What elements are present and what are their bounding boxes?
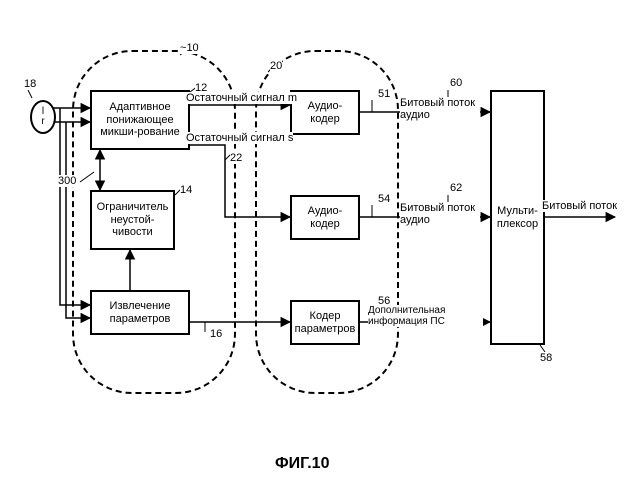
label-feedback-id: 300 — [58, 175, 76, 187]
block-audio-coder2-text: Аудио-кодер — [294, 205, 356, 230]
input-node: l r — [30, 100, 56, 134]
input-id: 18 — [24, 78, 36, 90]
block-param-coder: Кодер параметров — [290, 300, 360, 345]
block-param-extract: Извлечение параметров — [90, 290, 190, 335]
block-param-coder-text: Кодер параметров — [294, 310, 356, 335]
figure-caption: ФИГ.10 — [275, 455, 329, 473]
block-multiplexer-id: 58 — [540, 352, 552, 364]
group-right-id: 20 — [270, 60, 282, 72]
block-audio-coder2-id: 54 — [378, 193, 390, 205]
block-multiplexer: Мульти-плексор — [490, 90, 545, 345]
block-stability-limiter-text: Ограничитель неустой-чивости — [94, 201, 171, 239]
block-audio-coder1: Аудио-кодер — [290, 90, 360, 135]
label-residual-s: Остаточный сигнал s — [186, 132, 293, 144]
block-adaptive-downmix: Адаптивное понижающее микши-рование — [90, 90, 190, 150]
diagram-canvas: ~10 20 l r 18 Адаптивное понижающее микш… — [0, 0, 627, 500]
label-side-info: Дополнительная информация ПС — [368, 305, 483, 327]
label-bit-audio1-id: 60 — [450, 77, 462, 89]
label-bit-audio2-id: 62 — [450, 182, 462, 194]
block-multiplexer-text: Мульти-плексор — [494, 205, 541, 230]
label-residual-m-id: 22 — [230, 152, 242, 164]
block-audio-coder2: Аудио-кодер — [290, 195, 360, 240]
input-bottom: r — [41, 117, 44, 127]
block-param-extract-text: Извлечение параметров — [94, 300, 186, 325]
block-stability-limiter-id: 14 — [180, 184, 192, 196]
label-bit-audio1: Битовый поток аудио — [400, 97, 480, 121]
block-adaptive-downmix-text: Адаптивное понижающее микши-рование — [94, 101, 186, 139]
group-left-id: ~10 — [180, 42, 199, 54]
block-audio-coder1-id: 51 — [378, 88, 390, 100]
label-bit-audio2: Битовый поток аудио — [400, 202, 480, 226]
block-audio-coder1-text: Аудио-кодер — [294, 100, 356, 125]
block-stability-limiter: Ограничитель неустой-чивости — [90, 190, 175, 250]
label-output: Битовый поток — [542, 200, 617, 212]
block-param-extract-id: 16 — [210, 328, 222, 340]
label-residual-m: Остаточный сигнал m — [186, 92, 297, 104]
